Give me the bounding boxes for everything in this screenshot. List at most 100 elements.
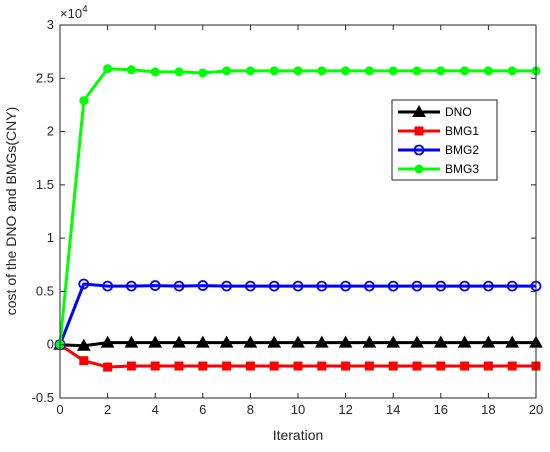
bmg3-marker xyxy=(507,66,517,76)
y-tick-label: 0.5 xyxy=(36,283,54,298)
legend-label-bmg2: BMG2 xyxy=(445,143,479,157)
bmg1-marker xyxy=(174,361,184,371)
bmg2-line xyxy=(58,282,536,346)
dno-marker xyxy=(124,335,139,348)
bmg3-marker xyxy=(317,66,327,76)
dno-marker xyxy=(457,335,472,348)
legend-bmg1-marker xyxy=(414,126,424,136)
bmg2-marker xyxy=(482,280,494,292)
dno-marker xyxy=(386,335,401,348)
x-tick-label: 12 xyxy=(338,402,352,417)
dno-marker xyxy=(195,335,210,348)
bmg1-marker xyxy=(483,361,493,371)
bmg1-marker xyxy=(388,361,398,371)
x-tick-label: 8 xyxy=(247,402,254,417)
dno-marker xyxy=(410,335,424,348)
y-axis-label: cost of the DNO and BMGs(CNY) xyxy=(3,107,19,316)
bmg2-marker xyxy=(316,280,328,292)
bmg1-marker xyxy=(293,361,303,371)
bmg3-marker xyxy=(126,65,136,75)
bmg3-marker xyxy=(222,66,232,76)
dno-marker xyxy=(172,335,186,348)
bmg1-marker xyxy=(507,361,517,371)
bmg2-marker xyxy=(125,280,137,292)
bmg1-marker xyxy=(460,361,470,371)
bmg1-marker xyxy=(222,361,232,371)
bmg2-marker xyxy=(435,280,447,292)
bmg2-marker xyxy=(102,280,113,292)
legend: DNO BMG1 BMG2 BMG3 xyxy=(391,99,498,181)
bmg3-marker xyxy=(460,66,470,76)
x-tick-label: 14 xyxy=(386,402,400,417)
x-tick-label: 18 xyxy=(481,402,495,417)
axes-frame xyxy=(59,24,537,399)
bmg2-marker xyxy=(221,280,233,292)
dno-marker xyxy=(481,335,496,348)
bmg2-marker xyxy=(78,278,90,290)
bmg2-marker xyxy=(244,280,256,292)
dno-marker xyxy=(291,335,305,348)
dno-marker xyxy=(76,338,91,351)
bmg1-marker xyxy=(269,361,279,371)
bmg2-marker xyxy=(292,280,304,292)
bmg1-marker xyxy=(245,361,255,371)
bmg2-marker xyxy=(411,280,423,292)
dno-marker xyxy=(148,335,163,348)
x-tick-label: 16 xyxy=(434,402,448,417)
bmg1-marker xyxy=(198,361,208,371)
dno-marker xyxy=(505,335,520,348)
y-tick-label: 1 xyxy=(47,230,54,245)
bmg2-marker xyxy=(363,280,375,292)
bmg2-marker xyxy=(197,280,209,291)
bmg2-marker xyxy=(149,280,161,291)
y-tick-label: 3 xyxy=(47,17,54,32)
dno-marker xyxy=(314,335,329,348)
legend-label-dno: DNO xyxy=(445,105,472,119)
legend-label-bmg1: BMG1 xyxy=(445,124,479,138)
bmg2-marker xyxy=(340,280,352,292)
bmg2-marker xyxy=(506,280,518,292)
y-tick-label: -0.5 xyxy=(32,390,54,405)
bmg2-marker xyxy=(459,280,471,292)
bmg3-marker xyxy=(412,66,422,76)
bmg3-marker xyxy=(198,68,208,78)
dno-marker xyxy=(338,335,353,348)
x-tick-label: 10 xyxy=(291,402,305,417)
bmg3-marker xyxy=(436,66,446,76)
exponent-label: ×104 xyxy=(60,4,88,21)
legend-bmg2-marker xyxy=(413,144,425,156)
x-tick-label: 2 xyxy=(104,402,111,417)
series-layer xyxy=(53,64,543,372)
bmg1-marker xyxy=(79,356,89,366)
bmg3-marker xyxy=(245,66,255,76)
legend-dno-marker xyxy=(412,104,426,117)
bmg1-marker xyxy=(317,361,327,371)
x-tick-label: 20 xyxy=(529,402,543,417)
bmg3-marker xyxy=(79,96,89,106)
bmg1-marker xyxy=(412,361,422,371)
bmg3-marker xyxy=(388,66,398,76)
dno-marker xyxy=(267,335,282,348)
bmg1-marker xyxy=(126,361,136,371)
dno-marker xyxy=(433,335,448,348)
dno-marker xyxy=(243,335,258,348)
dno-marker xyxy=(362,335,377,348)
legend-label-bmg3: BMG3 xyxy=(445,162,479,176)
bmg2-marker xyxy=(387,280,399,292)
bmg3-marker xyxy=(269,66,279,76)
bmg3-marker xyxy=(364,66,374,76)
bmg3-marker xyxy=(174,67,184,77)
bmg1-marker xyxy=(364,361,374,371)
y-tick-label: 1.5 xyxy=(36,177,54,192)
bmg3-marker xyxy=(293,66,303,76)
x-tick-label: 6 xyxy=(199,402,206,417)
legend-bmg3-marker xyxy=(414,164,424,174)
bmg3-marker xyxy=(341,66,351,76)
series-bmg3 xyxy=(55,64,541,350)
bmg2-marker xyxy=(268,280,280,292)
ticks-layer: 0 2 4 6 8 10 12 14 16 18 20-0.500.511.522.53 xyxy=(32,17,544,417)
bmg3-marker xyxy=(103,64,113,74)
y-tick-label: 2.5 xyxy=(36,70,54,85)
y-tick-label: 2 xyxy=(47,124,54,139)
